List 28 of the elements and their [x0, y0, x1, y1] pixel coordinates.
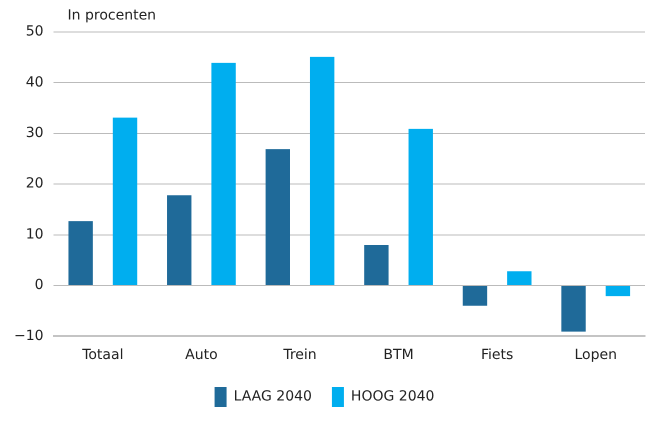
bar	[167, 195, 192, 285]
bar	[211, 62, 236, 285]
bar	[507, 271, 532, 285]
y-tick-label: −10	[14, 328, 44, 344]
bar	[364, 244, 389, 285]
bar	[68, 221, 93, 285]
bar	[561, 286, 586, 332]
x-tick-label: Trein	[282, 347, 317, 364]
x-tick-label: Fiets	[480, 347, 514, 364]
x-tick-label: BTM	[383, 347, 414, 364]
bar	[266, 149, 290, 285]
bar	[112, 118, 138, 285]
x-tick-label: Totaal	[81, 347, 124, 364]
bar	[310, 56, 334, 285]
legend-label: HOOG 2040	[350, 388, 434, 405]
y-axis-title: In procenten	[68, 8, 156, 24]
legend-label: LAAG 2040	[234, 388, 312, 405]
bar	[606, 286, 630, 296]
y-tick-label: 50	[26, 24, 44, 40]
y-tick-label: 20	[26, 176, 44, 192]
y-tick-label: 30	[26, 125, 44, 142]
x-tick-label: Auto	[185, 347, 218, 364]
bar	[462, 286, 488, 306]
y-tick-label: 10	[26, 226, 44, 242]
y-tick-label: 40	[26, 74, 44, 90]
x-tick-label: Lopen	[574, 347, 617, 364]
bar	[408, 128, 433, 285]
y-tick-label: 0	[34, 277, 44, 294]
